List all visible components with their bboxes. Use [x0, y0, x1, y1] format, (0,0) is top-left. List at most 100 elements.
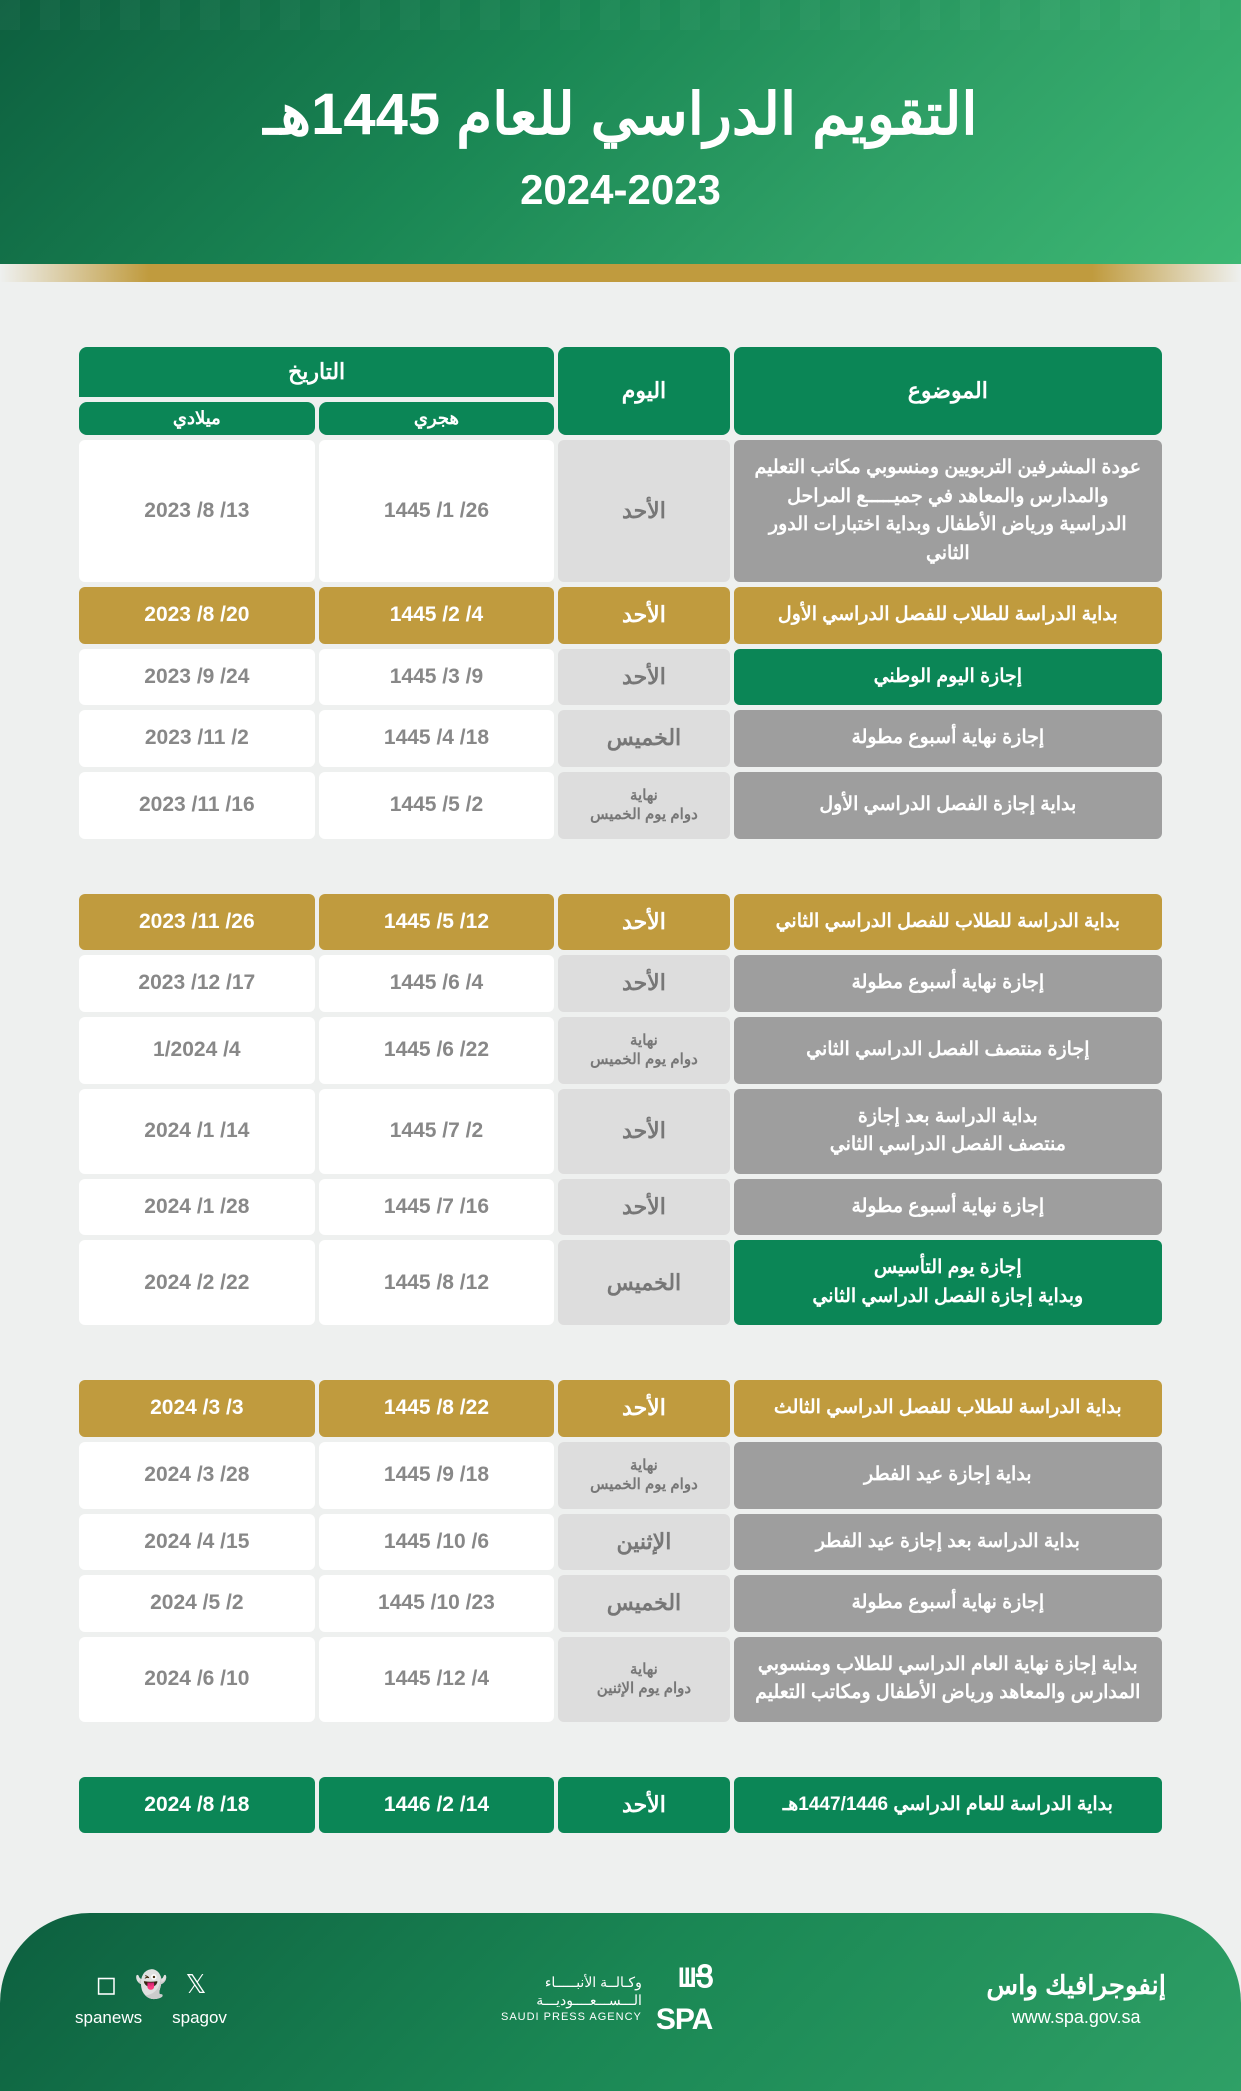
- cell-subject: إجازة منتصف الفصل الدراسي الثاني: [734, 1017, 1162, 1084]
- cell-subject: إجازة نهاية أسبوع مطولة: [734, 955, 1162, 1012]
- cell-subject: بداية الدراسة للطلاب للفصل الدراسي الثال…: [734, 1380, 1162, 1437]
- table-row: إجازة يوم التأسيسوبداية إجازة الفصل الدر…: [79, 1240, 1162, 1325]
- footer-logo: ШՑ SPA وكـالــة الأنبـــــاء الـــســـعـ…: [501, 1958, 712, 2039]
- table-row: بداية الدراسة بعد إجازةمنتصف الفصل الدرا…: [79, 1089, 1162, 1174]
- table-row: بداية الدراسة للطلاب للفصل الدراسي الثال…: [79, 1380, 1162, 1437]
- cell-subject: إجازة نهاية أسبوع مطولة: [734, 1179, 1162, 1236]
- col-subject-header: الموضوع: [734, 347, 1162, 435]
- cell-gregorian: 16/ 11/ 2023: [79, 772, 315, 839]
- footer-brand-title: إنفوجرافيك واس: [986, 1970, 1166, 2001]
- table-row: عودة المشرفين التربويين ومنسوبي مكاتب ال…: [79, 440, 1162, 582]
- cell-gregorian: 17/ 12/ 2023: [79, 955, 315, 1012]
- table-row: إجازة منتصف الفصل الدراسي الثانينهايةدوا…: [79, 1017, 1162, 1084]
- cell-subject: بداية إجازة عيد الفطر: [734, 1442, 1162, 1509]
- col-day-header: اليوم: [558, 347, 729, 435]
- header: التقويم الدراسي للعام 1445هـ 2024-2023: [0, 0, 1241, 264]
- cell-hijri: 4/ 6/ 1445: [319, 955, 555, 1012]
- table-row: إجازة اليوم الوطنيالأحد9/ 3/ 144524/ 9/ …: [79, 649, 1162, 706]
- cell-gregorian: 28/ 1/ 2024: [79, 1179, 315, 1236]
- table-group: بداية الدراسة للطلاب للفصل الدراسي الثان…: [75, 889, 1166, 1331]
- calendar-table: بداية الدراسة للطلاب للفصل الدراسي الثان…: [75, 889, 1166, 1331]
- cell-subject: بداية الدراسة للعام الدراسي 1447/1446هـ: [734, 1777, 1162, 1834]
- cell-hijri: 4/ 2/ 1445: [319, 587, 555, 644]
- cell-day: الأحد: [558, 1380, 729, 1437]
- cell-gregorian: 28/ 3/ 2024: [79, 1442, 315, 1509]
- cell-day: الأحد: [558, 1179, 729, 1236]
- cell-subject: إجازة نهاية أسبوع مطولة: [734, 710, 1162, 767]
- col-hijri-header: هجري: [319, 402, 555, 435]
- table-row: بداية الدراسة بعد إجازة عيد الفطرالإثنين…: [79, 1514, 1162, 1571]
- cell-hijri: 23/ 10/ 1445: [319, 1575, 555, 1632]
- footer-social: 𝕏 👻 ◻ spagov spanews: [75, 1969, 227, 2028]
- footer-logo-text: ШՑ SPA: [656, 1958, 712, 2039]
- footer-brand: إنفوجرافيك واس www.spa.gov.sa: [986, 1970, 1166, 2028]
- cell-hijri: 9/ 3/ 1445: [319, 649, 555, 706]
- calendar-table: الموضوعاليومالتاريخهجريميلاديعودة المشرف…: [75, 342, 1166, 844]
- cell-subject: إجازة اليوم الوطني: [734, 649, 1162, 706]
- cell-gregorian: 18/ 8/ 2024: [79, 1777, 315, 1834]
- footer-logo-labels: وكـالــة الأنبـــــاء الـــســـعــــوديـ…: [501, 1973, 642, 2024]
- cell-day: الأحد: [558, 440, 729, 582]
- footer-logo-ar2: الـــســـعــــوديـــة: [501, 1991, 642, 2009]
- cell-gregorian: 3/ 3/ 2024: [79, 1380, 315, 1437]
- cell-gregorian: 22/ 2/ 2024: [79, 1240, 315, 1325]
- title-main: التقويم الدراسي للعام 1445هـ: [20, 80, 1221, 148]
- table-group: بداية الدراسة للطلاب للفصل الدراسي الثال…: [75, 1375, 1166, 1727]
- cell-day: الخميس: [558, 1240, 729, 1325]
- cell-day: الخميس: [558, 1575, 729, 1632]
- cell-day: الأحد: [558, 955, 729, 1012]
- social-handles: spagov spanews: [75, 2008, 227, 2028]
- cell-gregorian: 2/ 11/ 2023: [79, 710, 315, 767]
- cell-hijri: 6/ 10/ 1445: [319, 1514, 555, 1571]
- page-root: التقويم الدراسي للعام 1445هـ 2024-2023 ا…: [0, 0, 1241, 2091]
- cell-gregorian: 24/ 9/ 2023: [79, 649, 315, 706]
- handle-spanews: spanews: [75, 2008, 142, 2028]
- cell-hijri: 16/ 7/ 1445: [319, 1179, 555, 1236]
- cell-subject: عودة المشرفين التربويين ومنسوبي مكاتب ال…: [734, 440, 1162, 582]
- cell-day: الخميس: [558, 710, 729, 767]
- calendar-table: بداية الدراسة للطلاب للفصل الدراسي الثال…: [75, 1375, 1166, 1727]
- table-row: بداية الدراسة للطلاب للفصل الدراسي الثان…: [79, 894, 1162, 951]
- cell-day: نهايةدوام يوم الخميس: [558, 1017, 729, 1084]
- cell-subject: إجازة يوم التأسيسوبداية إجازة الفصل الدر…: [734, 1240, 1162, 1325]
- content: الموضوعاليومالتاريخهجريميلاديعودة المشرف…: [0, 282, 1241, 1913]
- snapchat-icon: 👻: [135, 1969, 167, 2000]
- table-row: بداية الدراسة للعام الدراسي 1447/1446هـا…: [79, 1777, 1162, 1834]
- calendar-table: بداية الدراسة للعام الدراسي 1447/1446هـا…: [75, 1772, 1166, 1839]
- cell-hijri: 12/ 8/ 1445: [319, 1240, 555, 1325]
- cell-hijri: 12/ 5/ 1445: [319, 894, 555, 951]
- cell-hijri: 4/ 12/ 1445: [319, 1637, 555, 1722]
- cell-gregorian: 26/ 11/ 2023: [79, 894, 315, 951]
- footer: إنفوجرافيك واس www.spa.gov.sa ШՑ SPA وكـ…: [0, 1913, 1241, 2091]
- cell-hijri: 14/ 2/ 1446: [319, 1777, 555, 1834]
- cell-subject: بداية إجازة الفصل الدراسي الأول: [734, 772, 1162, 839]
- cell-subject: بداية الدراسة للطلاب للفصل الدراسي الأول: [734, 587, 1162, 644]
- header-pattern: [0, 0, 1241, 30]
- cell-hijri: 26/ 1/ 1445: [319, 440, 555, 582]
- table-row: بداية إجازة الفصل الدراسي الأولنهايةدوام…: [79, 772, 1162, 839]
- table-group: بداية الدراسة للعام الدراسي 1447/1446هـا…: [75, 1772, 1166, 1839]
- footer-logo-en: SAUDI PRESS AGENCY: [501, 2010, 642, 2024]
- cell-day: نهايةدوام يوم الإثنين: [558, 1637, 729, 1722]
- footer-brand-url: www.spa.gov.sa: [986, 2007, 1166, 2028]
- cell-day: الأحد: [558, 649, 729, 706]
- cell-hijri: 22/ 6/ 1445: [319, 1017, 555, 1084]
- title-sub: 2024-2023: [20, 166, 1221, 214]
- cell-gregorian: 4/ 1/2024: [79, 1017, 315, 1084]
- cell-subject: بداية إجازة نهاية العام الدراسي للطلاب و…: [734, 1637, 1162, 1722]
- table-row: إجازة نهاية أسبوع مطولةالأحد16/ 7/ 14452…: [79, 1179, 1162, 1236]
- cell-gregorian: 20/ 8/ 2023: [79, 587, 315, 644]
- cell-day: الأحد: [558, 1777, 729, 1834]
- social-icons: 𝕏 👻 ◻: [96, 1969, 207, 2000]
- handle-spagov: spagov: [172, 2008, 227, 2028]
- cell-subject: بداية الدراسة بعد إجازة عيد الفطر: [734, 1514, 1162, 1571]
- cell-gregorian: 14/ 1/ 2024: [79, 1089, 315, 1174]
- cell-subject: بداية الدراسة بعد إجازةمنتصف الفصل الدرا…: [734, 1089, 1162, 1174]
- cell-day: نهايةدوام يوم الخميس: [558, 772, 729, 839]
- table-row: بداية إجازة عيد الفطرنهايةدوام يوم الخمي…: [79, 1442, 1162, 1509]
- cell-gregorian: 2/ 5/ 2024: [79, 1575, 315, 1632]
- table-row: إجازة نهاية أسبوع مطولةالأحد4/ 6/ 144517…: [79, 955, 1162, 1012]
- col-date-header: التاريخ: [79, 347, 554, 397]
- cell-day: الأحد: [558, 1089, 729, 1174]
- table-group: الموضوعاليومالتاريخهجريميلاديعودة المشرف…: [75, 342, 1166, 844]
